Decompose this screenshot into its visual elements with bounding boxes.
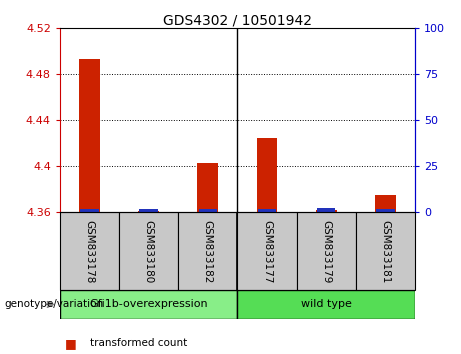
Bar bbox=[316, 210, 337, 212]
Bar bbox=[257, 138, 278, 212]
Bar bbox=[199, 209, 217, 212]
Text: GSM833178: GSM833178 bbox=[84, 219, 95, 283]
Text: wild type: wild type bbox=[301, 299, 352, 309]
Bar bbox=[356, 212, 415, 290]
Title: GDS4302 / 10501942: GDS4302 / 10501942 bbox=[163, 13, 312, 27]
Text: GSM833177: GSM833177 bbox=[262, 219, 272, 283]
Bar bbox=[60, 290, 237, 319]
Bar bbox=[79, 59, 100, 212]
Bar bbox=[197, 163, 218, 212]
Text: GSM833182: GSM833182 bbox=[203, 219, 213, 283]
Bar bbox=[376, 209, 395, 212]
Bar bbox=[296, 212, 356, 290]
Bar bbox=[237, 212, 296, 290]
Bar bbox=[80, 209, 99, 212]
Text: genotype/variation: genotype/variation bbox=[5, 299, 104, 309]
Bar bbox=[139, 209, 158, 212]
Text: GSM833180: GSM833180 bbox=[144, 220, 154, 283]
Text: Gfi1b-overexpression: Gfi1b-overexpression bbox=[89, 299, 208, 309]
Bar bbox=[237, 290, 415, 319]
Bar bbox=[119, 212, 178, 290]
Bar bbox=[60, 212, 119, 290]
Text: GSM833179: GSM833179 bbox=[321, 219, 331, 283]
Bar bbox=[317, 208, 336, 212]
Text: ■: ■ bbox=[65, 337, 76, 350]
Bar bbox=[178, 212, 237, 290]
Bar bbox=[138, 211, 159, 212]
Bar bbox=[258, 209, 276, 212]
Text: GSM833181: GSM833181 bbox=[380, 219, 390, 283]
Bar bbox=[375, 195, 396, 212]
Text: transformed count: transformed count bbox=[90, 338, 187, 348]
